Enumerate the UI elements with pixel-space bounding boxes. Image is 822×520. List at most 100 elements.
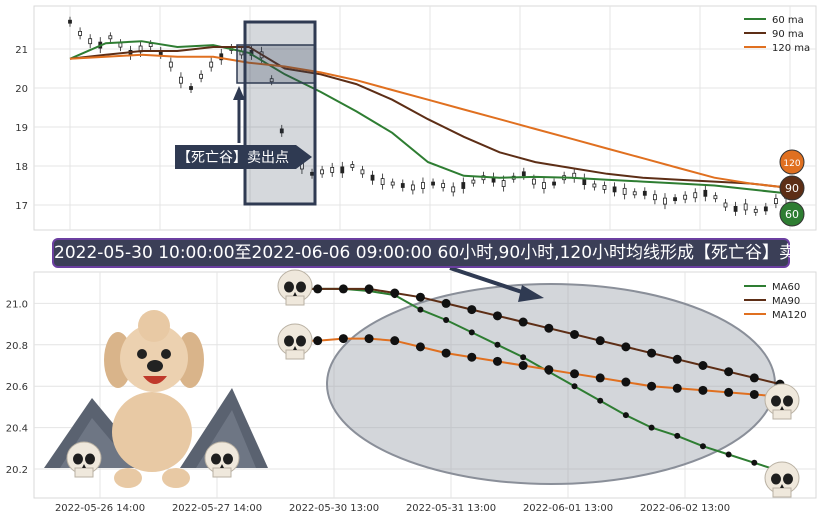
skull-icons xyxy=(66,269,800,498)
end-badge-label: 120 xyxy=(783,159,800,169)
bottom-legend-label: MA120 xyxy=(772,310,807,321)
skull-icon xyxy=(764,461,800,498)
skull-nose xyxy=(780,484,784,488)
bottom-marker-MA120 xyxy=(570,369,580,379)
bottom-marker-MA90 xyxy=(441,298,451,308)
bottom-marker-MA90 xyxy=(338,284,348,294)
skull-jaw xyxy=(285,349,305,360)
bottom-marker-MA120 xyxy=(415,342,425,352)
bottom-y-tick-label: 20.6 xyxy=(6,382,28,393)
bottom-y-tick-label: 21.0 xyxy=(6,299,28,310)
bottom-marker-MA60 xyxy=(597,397,604,404)
bottom-x-tick-label: 2022-05-30 13:00 xyxy=(289,503,379,514)
price-candle xyxy=(521,171,526,177)
price-candle xyxy=(461,182,466,189)
skull-icon xyxy=(277,323,313,360)
bottom-y-ticks: 20.2 20.4 20.6 20.8 21.0 xyxy=(6,299,28,476)
price-candle xyxy=(320,169,325,175)
bottom-marker-MA60 xyxy=(571,383,578,390)
bottom-marker-MA120 xyxy=(544,365,554,375)
bottom-x-tick-label: 2022-06-02 13:00 xyxy=(640,503,730,514)
sell-callout xyxy=(175,145,312,169)
bottom-marker-MA60 xyxy=(648,424,655,431)
price-candle xyxy=(683,194,688,200)
price-candle xyxy=(340,166,345,174)
price-candle xyxy=(421,182,425,189)
skull-eye-right xyxy=(223,453,233,465)
price-candle xyxy=(370,174,375,181)
skull-jaw xyxy=(772,487,792,498)
price-candle xyxy=(189,86,193,90)
skull-icon xyxy=(277,269,313,306)
price-candle xyxy=(451,186,456,193)
bottom-marker-MA60 xyxy=(699,443,706,450)
price-candle xyxy=(592,183,597,188)
price-candle xyxy=(582,178,587,186)
price-candle xyxy=(199,73,203,79)
skull-eye-right xyxy=(85,453,95,465)
price-candle xyxy=(330,166,335,173)
top-y-ticks: 17 18 19 20 21 xyxy=(15,45,28,212)
price-candle xyxy=(360,169,365,175)
end-badge-label: 90 xyxy=(785,182,799,195)
highlight-ellipse xyxy=(326,283,776,485)
top-legend-label: 60 ma xyxy=(772,15,804,26)
bottom-x-ticks: 2022-05-26 14:00 2022-05-27 14:00 2022-05-… xyxy=(55,503,730,514)
price-candle xyxy=(209,61,214,68)
skull-eye-right xyxy=(783,473,793,485)
bottom-y-tick-label: 20.4 xyxy=(6,424,28,435)
top-ma-lines xyxy=(69,40,787,195)
top-y-tick-label: 19 xyxy=(15,123,28,134)
bottom-marker-MA120 xyxy=(441,348,451,358)
top-legend-label: 120 ma xyxy=(772,43,810,54)
bottom-marker-MA90 xyxy=(364,284,374,294)
price-candle xyxy=(632,191,637,196)
price-candle xyxy=(713,195,718,200)
end-badge-label: 60 xyxy=(785,208,799,221)
top-grid xyxy=(34,6,816,230)
top-y-tick-label: 20 xyxy=(15,84,28,95)
price-candle xyxy=(642,190,647,196)
skull-icon xyxy=(66,441,102,478)
top-y-tick-label: 17 xyxy=(15,201,28,212)
bottom-marker-MA90 xyxy=(518,317,528,327)
price-candle xyxy=(743,203,748,211)
skull-icon xyxy=(204,441,240,478)
bottom-marker-MA90 xyxy=(621,342,631,352)
bottom-x-tick-label: 2022-05-27 14:00 xyxy=(172,503,262,514)
bottom-marker-MA90 xyxy=(570,329,580,339)
bottom-marker-MA120 xyxy=(364,334,374,344)
skull-nose xyxy=(293,292,297,296)
bottom-marker-MA60 xyxy=(520,354,527,361)
skull-jaw xyxy=(74,467,94,478)
price-candle xyxy=(622,187,627,195)
bottom-marker-MA60 xyxy=(751,459,758,466)
price-candle xyxy=(400,183,405,188)
price-candle xyxy=(653,194,657,201)
skull-jaw xyxy=(772,409,792,420)
highlight-inner-box xyxy=(236,44,316,84)
top-series-line-60-ma xyxy=(69,40,787,195)
skull-jaw xyxy=(285,295,305,306)
price-candle xyxy=(118,42,123,48)
end-badge-120 xyxy=(779,149,805,175)
bottom-series-line-MA60 xyxy=(292,287,781,473)
bottom-marker-MA60 xyxy=(725,451,732,458)
bottom-marker-MA60 xyxy=(674,432,681,439)
bottom-marker-MA120 xyxy=(698,385,708,395)
skull-eye-right xyxy=(783,395,793,407)
price-candle xyxy=(753,208,758,213)
arrow-up-head-icon xyxy=(233,86,245,100)
bottom-marker-MA90 xyxy=(390,288,400,298)
bottom-marker-MA90 xyxy=(724,367,734,377)
bottom-legend: MA60 MA90 MA120 xyxy=(744,282,807,321)
price-candle xyxy=(431,181,435,186)
bottom-marker-MA120 xyxy=(467,352,477,362)
price-candle xyxy=(612,186,617,193)
end-badges: 120 90 60 xyxy=(779,149,805,227)
bottom-marker-MA120 xyxy=(595,373,605,383)
price-candle xyxy=(269,78,274,83)
price-candle xyxy=(78,30,82,36)
bottom-marker-MA120 xyxy=(621,377,631,387)
